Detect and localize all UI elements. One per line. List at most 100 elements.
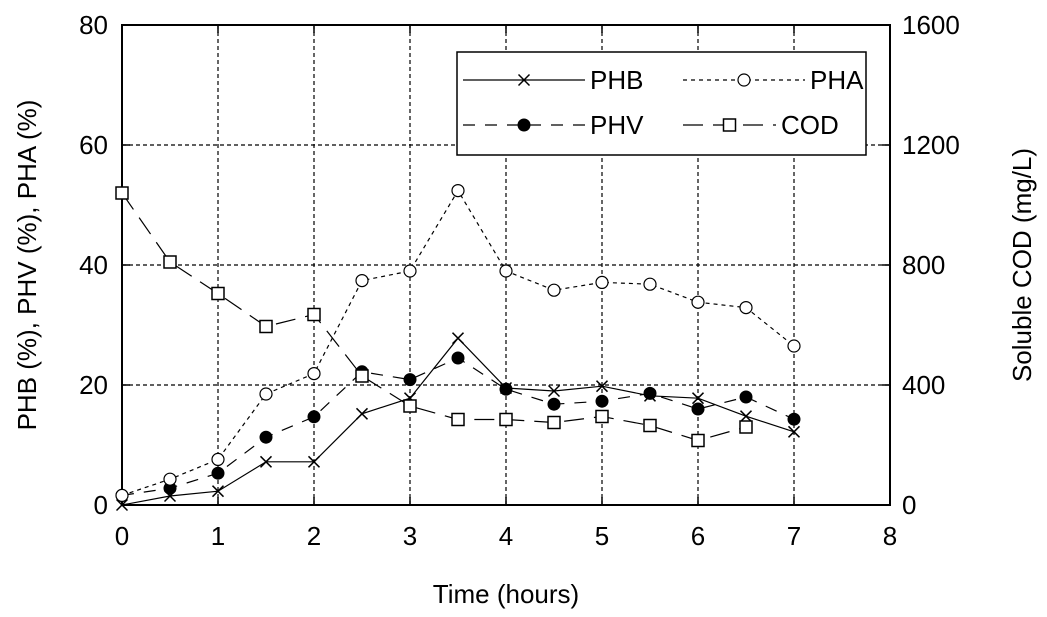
series-layer — [115, 184, 801, 512]
legend-entry-phb: PHB — [463, 65, 643, 95]
data-point-pha — [259, 387, 273, 401]
x-tick-label: 2 — [307, 521, 321, 551]
data-point-phv — [403, 373, 417, 387]
data-point-pha — [691, 295, 705, 309]
marker-stroke — [259, 455, 273, 468]
marker-stroke — [517, 73, 531, 87]
data-point-phb — [451, 332, 465, 345]
y-axis-title: PHB (%), PHV (%), PHA (%) — [12, 100, 42, 431]
data-point-pha — [355, 274, 369, 288]
data-point-phv — [499, 382, 513, 396]
series-phv — [115, 351, 801, 502]
y-tick-label: 80 — [79, 10, 108, 40]
legend-marker-pha — [737, 73, 751, 87]
series-cod — [115, 186, 753, 448]
x-tick-label: 4 — [499, 521, 513, 551]
data-point-pha — [547, 283, 561, 297]
data-point-phv — [787, 412, 801, 426]
marker-stroke — [691, 392, 705, 405]
data-point-phv — [259, 430, 273, 444]
data-point-cod — [307, 307, 321, 322]
data-point-phv — [643, 386, 657, 400]
legend-entry-phv: PHV — [463, 110, 644, 140]
data-point-cod — [595, 409, 609, 424]
data-point-cod — [259, 319, 273, 334]
marker-stroke — [307, 455, 321, 468]
legend: PHB PHA PHV COD — [456, 51, 867, 156]
y-tick-label: 0 — [94, 490, 108, 520]
y2-tick-label: 400 — [902, 370, 945, 400]
data-point-cod — [211, 286, 225, 301]
data-point-pha — [451, 184, 465, 198]
data-point-phb — [307, 455, 321, 468]
data-point-cod — [499, 412, 513, 427]
x-tick-label: 6 — [691, 521, 705, 551]
marker-stroke — [739, 410, 753, 423]
legend-entry-pha: PHA — [683, 65, 864, 95]
y2-axis-title: Soluble COD (mg/L) — [1007, 148, 1037, 382]
y2-tick-label: 1600 — [902, 10, 960, 40]
legend-label-phb: PHB — [590, 65, 643, 95]
data-point-phv — [691, 402, 705, 416]
x-tick-label: 0 — [115, 521, 129, 551]
data-point-pha — [115, 488, 129, 502]
data-point-phv — [307, 410, 321, 424]
data-point-pha — [739, 301, 753, 315]
legend-box — [456, 51, 867, 156]
data-point-phb — [115, 498, 129, 512]
data-point-phv — [211, 466, 225, 480]
marker-stroke — [451, 332, 465, 345]
data-point-pha — [595, 275, 609, 289]
data-point-phv — [739, 390, 753, 404]
legend-label-phv: PHV — [590, 110, 644, 140]
x-axis-title: Time (hours) — [433, 579, 579, 609]
data-point-phb — [211, 485, 225, 498]
x-tick-label: 8 — [883, 521, 897, 551]
x-tick-label: 7 — [787, 521, 801, 551]
data-point-cod — [403, 399, 417, 413]
data-point-cod — [163, 255, 177, 269]
marker-stroke — [595, 380, 609, 393]
x-tick-label: 3 — [403, 521, 417, 551]
marker-stroke — [211, 485, 225, 498]
data-point-cod — [691, 433, 705, 448]
legend-marker-phb — [517, 73, 531, 87]
series-line-pha — [121, 189, 795, 496]
data-point-cod — [739, 420, 753, 434]
data-point-pha — [499, 264, 513, 278]
series-line-cod — [121, 192, 747, 442]
data-point-phb — [595, 380, 609, 393]
y2-tick-label: 0 — [902, 490, 916, 520]
data-point-phv — [547, 397, 561, 411]
series-pha — [115, 184, 801, 502]
data-point-phv — [451, 351, 465, 365]
data-point-pha — [787, 339, 801, 353]
data-point-phb — [691, 392, 705, 405]
data-point-phv — [595, 394, 609, 408]
marker-stroke — [355, 407, 369, 420]
data-point-pha — [643, 277, 657, 291]
data-point-cod — [451, 412, 465, 427]
data-point-phb — [547, 384, 561, 398]
y-tick-label: 60 — [79, 130, 108, 160]
marker-stroke — [547, 384, 561, 398]
legend-marker-cod — [722, 118, 737, 132]
data-point-cod — [355, 369, 369, 383]
data-point-cod — [643, 418, 657, 433]
legend-marker-phv — [517, 118, 531, 132]
marker-stroke — [787, 425, 801, 438]
marker-stroke — [115, 498, 129, 512]
y2-tick-label: 1200 — [902, 130, 960, 160]
data-point-pha — [211, 452, 225, 466]
legend-label-pha: PHA — [810, 65, 864, 95]
data-point-phb — [259, 455, 273, 468]
legend-entry-cod: COD — [683, 110, 839, 140]
data-point-cod — [115, 186, 129, 200]
x-tick-label: 1 — [211, 521, 225, 551]
data-point-phb — [787, 425, 801, 438]
data-point-phb — [739, 410, 753, 423]
data-point-phb — [355, 407, 369, 420]
y-tick-label: 20 — [79, 370, 108, 400]
